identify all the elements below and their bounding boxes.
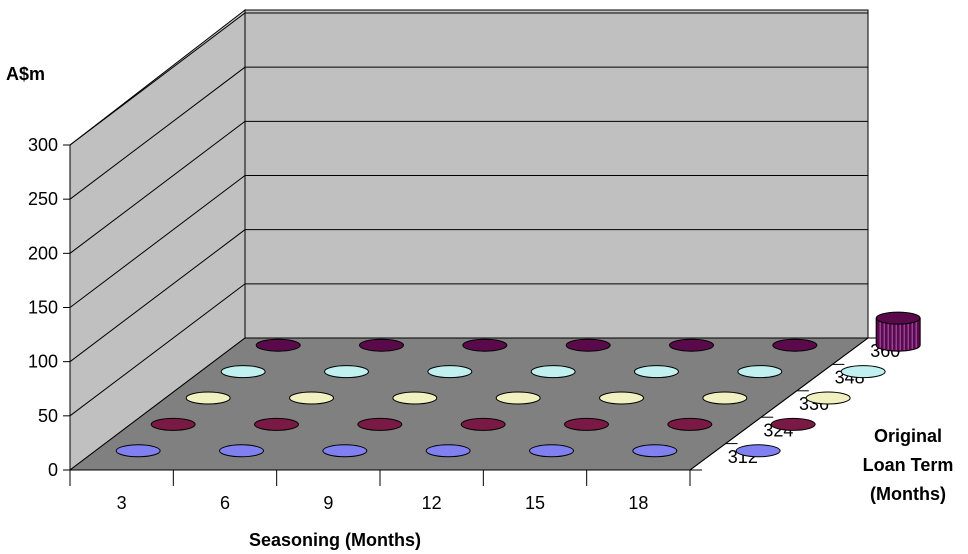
cylinder-disc	[425, 444, 471, 458]
cylinder-disc	[255, 338, 301, 352]
gridline	[69, 66, 868, 200]
cylinder-disc	[460, 417, 506, 431]
z-axis-title-line-2: Loan Term	[863, 455, 954, 475]
y-tick-label: 150	[28, 298, 58, 318]
cylinder-disc	[462, 338, 508, 352]
cylinder-disc	[770, 417, 816, 431]
x-tick-label: 3	[117, 493, 127, 513]
y-tick-label: 300	[28, 135, 58, 155]
cylinder-disc	[289, 391, 334, 405]
y-tick-label: 250	[28, 189, 58, 209]
cylinder-disc	[219, 444, 264, 458]
cylinder-disc	[565, 338, 611, 352]
z-axis-title-line-3: (Months)	[870, 484, 946, 504]
cylinder-disc	[324, 365, 369, 379]
gridline	[69, 283, 868, 417]
x-tick-label: 18	[628, 493, 648, 513]
cylinder-disc	[634, 365, 679, 379]
cylinder-disc	[564, 417, 609, 431]
cylinder-disc	[805, 391, 851, 405]
x-tick-label: 15	[525, 493, 545, 513]
cylinder-disc	[150, 417, 196, 431]
cylinder-disc	[667, 417, 713, 431]
back-wall	[244, 9, 869, 339]
x-axis-title: Seasoning (Months)	[249, 530, 421, 550]
cylinder-disc	[840, 365, 886, 379]
gridline	[69, 175, 868, 308]
y-tick-label: 0	[48, 460, 58, 480]
cylinder-disc	[495, 391, 541, 405]
z-axis-title-line-1: Original	[874, 426, 942, 446]
chart-marks	[115, 311, 921, 458]
cylinder-disc	[702, 391, 748, 405]
y-tick-label: 200	[28, 243, 58, 263]
cylinder-disc	[530, 365, 576, 379]
cylinder-disc	[359, 338, 404, 352]
cylinder-disc	[392, 391, 438, 405]
cylinder-disc	[529, 444, 574, 458]
cylinder-disc	[185, 391, 231, 405]
x-tick-label: 12	[422, 493, 442, 513]
x-tick-label: 6	[220, 493, 230, 513]
cylinder-disc	[357, 417, 403, 431]
cylinder-disc	[737, 365, 783, 379]
cylinder-disc	[115, 444, 161, 458]
x-tick-label: 9	[323, 493, 333, 513]
cylinder-disc	[427, 365, 473, 379]
y-tick-label: 100	[28, 352, 58, 372]
gridline	[69, 12, 868, 146]
chart-labels: A$m Seasoning (Months) Original Loan Ter…	[6, 64, 953, 550]
y-tick-label: 50	[38, 406, 58, 426]
cylinder-disc	[254, 417, 299, 431]
gridline	[69, 229, 868, 363]
cylinder-disc	[669, 338, 714, 352]
unit-label: A$m	[6, 64, 45, 84]
cylinder-body	[875, 317, 921, 352]
cylinder-disc	[772, 338, 818, 352]
chart-gridlines	[69, 12, 868, 417]
gridline	[69, 120, 868, 254]
cylinder-top	[875, 311, 921, 325]
cylinder-disc	[735, 444, 781, 458]
cylinder-disc	[220, 365, 266, 379]
z-axis-line	[689, 337, 869, 471]
cylinder-disc	[632, 444, 678, 458]
cylinder-disc	[599, 391, 644, 405]
cylinder-disc	[322, 444, 368, 458]
